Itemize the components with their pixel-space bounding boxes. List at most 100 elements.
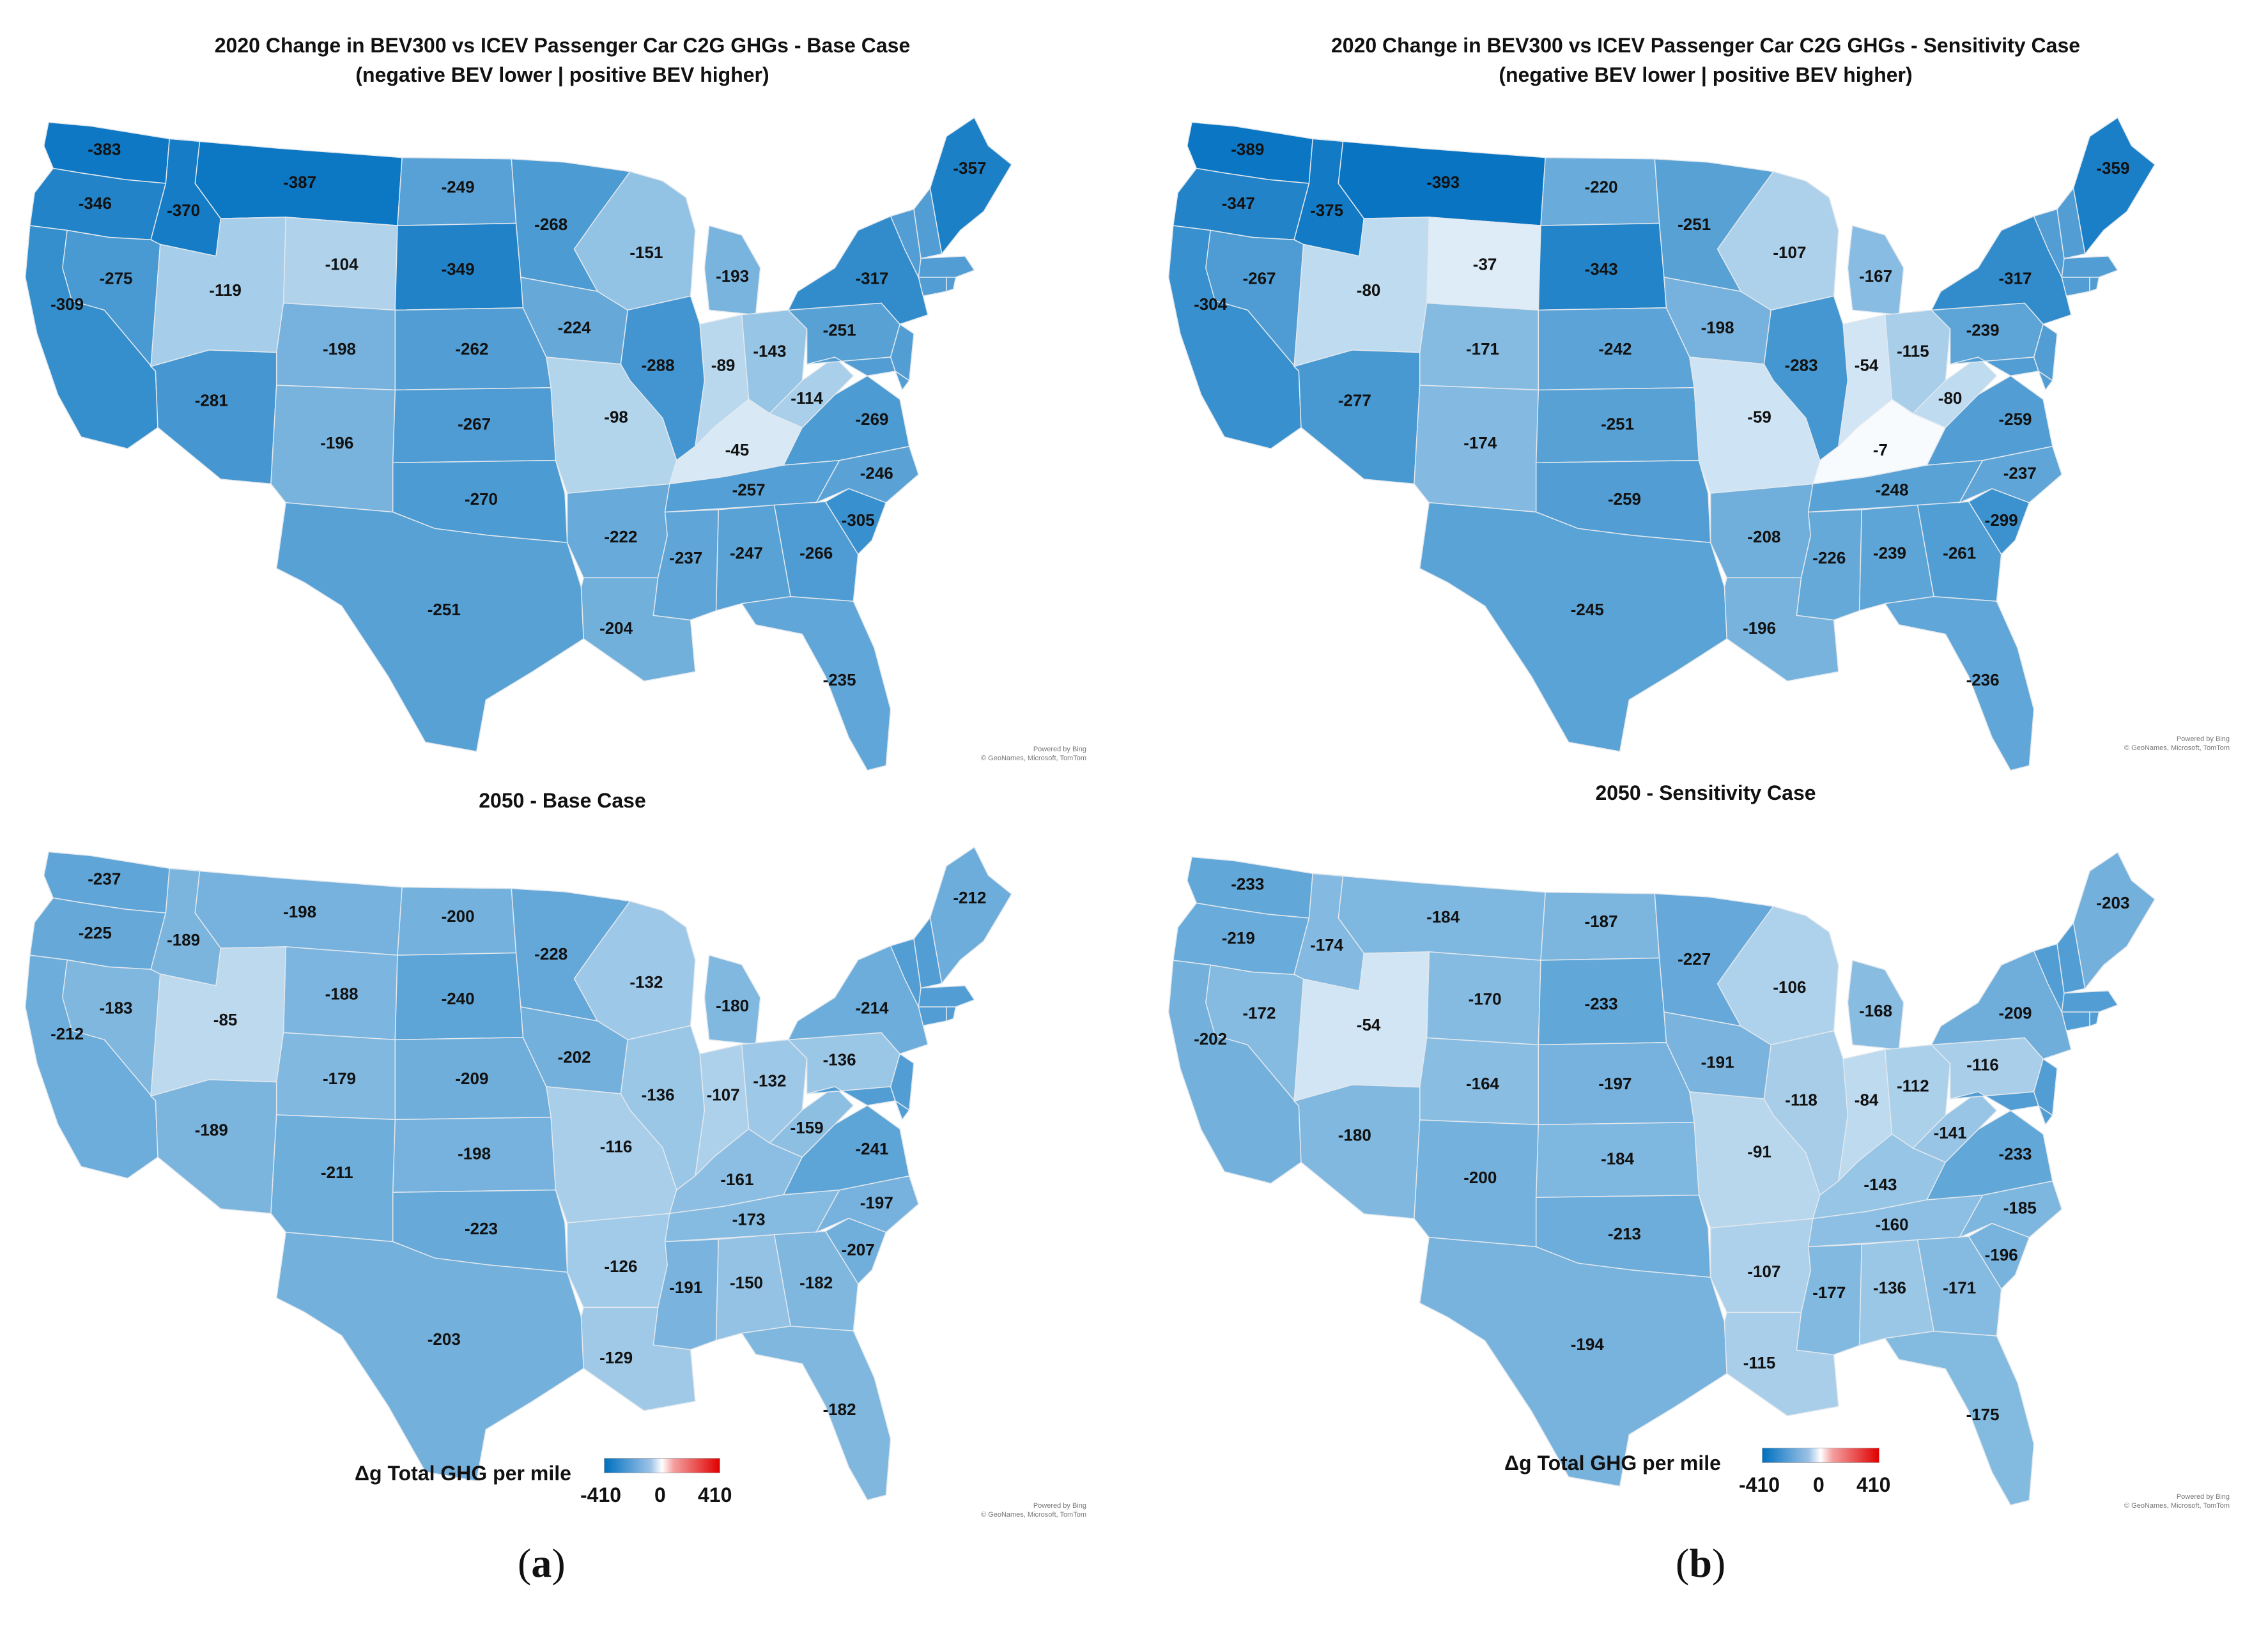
legend-mid: 0 xyxy=(654,1483,666,1506)
state-md xyxy=(1950,1091,2039,1112)
map-credit: Powered by Bing © GeoNames, Microsoft, T… xyxy=(959,1501,1086,1519)
legend-color-bar xyxy=(604,1458,720,1473)
state-tx xyxy=(275,502,584,753)
state-value-oh: -143 xyxy=(753,341,786,360)
state-value-ks: -184 xyxy=(1601,1149,1635,1168)
state-value-nm: -196 xyxy=(320,433,353,452)
state-value-tn: -160 xyxy=(1876,1215,1909,1234)
state-value-sc: -207 xyxy=(842,1240,875,1259)
state-value-tn: -257 xyxy=(732,480,766,499)
legend-label: Δg Total GHG per mile xyxy=(1504,1452,1721,1475)
state-value-al: -247 xyxy=(730,543,763,562)
credit-line-1: Powered by Bing xyxy=(2176,1493,2230,1501)
state-tx xyxy=(1419,1236,1727,1487)
state-value-tx: -203 xyxy=(428,1330,461,1349)
state-value-ia: -224 xyxy=(558,318,592,337)
state-value-co: -164 xyxy=(1466,1074,1500,1093)
state-value-in: -84 xyxy=(1855,1090,1879,1109)
state-value-wa: -383 xyxy=(88,139,121,158)
state-value-ia: -202 xyxy=(558,1048,591,1067)
state-value-az: -281 xyxy=(195,391,228,410)
panel-caption-b: (b) xyxy=(1676,1540,1725,1587)
state-value-la: -204 xyxy=(599,618,633,638)
state-vt xyxy=(890,208,922,279)
state-value-wa: -237 xyxy=(88,869,121,888)
state-value-oh: -132 xyxy=(753,1071,786,1090)
state-value-nc: -197 xyxy=(860,1193,893,1213)
state-value-oh: -115 xyxy=(1897,341,1929,360)
state-value-id: -189 xyxy=(167,930,200,949)
state-az xyxy=(150,349,277,485)
state-value-mi: -168 xyxy=(1859,1001,1892,1020)
map-panel-2050-sensitivity: 2050 - Sensitivity Case -233 -219 -202 -172… xyxy=(1143,773,2268,1540)
state-value-or: -225 xyxy=(79,923,112,942)
state-value-nd: -249 xyxy=(442,177,475,196)
caption-paren-close: ) xyxy=(552,1540,566,1586)
legend-min: -410 xyxy=(580,1483,622,1506)
state-value-az: -189 xyxy=(195,1121,228,1140)
state-value-id: -370 xyxy=(167,201,200,220)
state-value-or: -347 xyxy=(1222,194,1255,213)
state-fl xyxy=(1884,1331,2035,1506)
state-value-ok: -223 xyxy=(465,1219,498,1238)
state-value-mo: -59 xyxy=(1747,407,1771,426)
us-state-map: -233 -219 -202 -172 -174 -184 -170 -54 -164 -180 -… xyxy=(1168,851,2156,1506)
caption-paren-open: ( xyxy=(518,1540,532,1586)
state-value-ok: -259 xyxy=(1608,489,1641,509)
state-value-ms: -177 xyxy=(1812,1283,1846,1302)
state-value-il: -283 xyxy=(1785,355,1818,374)
state-wi xyxy=(573,900,696,1041)
us-state-map: -383 -346 -309 -275 -370 -387 -104 -119 -198 -281… xyxy=(24,116,1012,771)
state-value-nd: -187 xyxy=(1585,912,1618,931)
map-panel-2050-base: 2050 - Base Case -237 -225 -212 -183 -189 -19… xyxy=(0,773,1125,1540)
state-me xyxy=(2072,116,2156,256)
caption-letter: b xyxy=(1689,1540,1712,1586)
state-value-sc: -305 xyxy=(842,510,875,530)
state-value-mo: -116 xyxy=(600,1137,633,1156)
state-value-ar: -107 xyxy=(1747,1262,1780,1281)
us-state-map: -237 -225 -212 -183 -189 -198 -188 -85 -179 -189 -… xyxy=(24,846,1012,1501)
state-value-mt: -198 xyxy=(283,902,316,921)
state-value-wy: -188 xyxy=(325,984,359,1003)
state-tx xyxy=(1419,502,1727,753)
state-az xyxy=(1293,349,1421,485)
state-value-wa: -389 xyxy=(1231,139,1264,158)
state-value-ar: -126 xyxy=(604,1257,637,1276)
state-vt xyxy=(2033,208,2065,279)
state-value-nd: -220 xyxy=(1585,177,1618,196)
state-value-va: -259 xyxy=(1998,410,2032,429)
state-value-sc: -196 xyxy=(1985,1245,2018,1264)
state-de xyxy=(2037,1105,2053,1126)
state-value-id: -174 xyxy=(1310,935,1344,954)
state-value-mt: -387 xyxy=(283,172,316,192)
state-value-pa: -116 xyxy=(1966,1055,1999,1074)
state-value-nc: -185 xyxy=(2003,1199,2037,1218)
state-value-ut: -54 xyxy=(1357,1015,1381,1034)
state-value-mn: -227 xyxy=(1678,949,1711,969)
state-fl xyxy=(1884,596,2035,771)
state-value-nm: -211 xyxy=(321,1163,353,1182)
state-value-ut: -85 xyxy=(213,1010,238,1029)
state-value-ne: -209 xyxy=(455,1069,488,1088)
state-value-nm: -200 xyxy=(1463,1168,1497,1187)
state-value-nv: -172 xyxy=(1242,1004,1276,1023)
legend-color-bar xyxy=(1762,1448,1879,1463)
state-value-ms: -226 xyxy=(1812,548,1846,567)
state-value-la: -115 xyxy=(1743,1353,1776,1372)
credit-line-1: Powered by Bing xyxy=(1033,1502,1086,1510)
map-title-line1: 2050 - Sensitivity Case xyxy=(1595,781,1816,804)
state-ma xyxy=(2061,990,2118,1013)
state-value-sc: -299 xyxy=(1985,510,2018,530)
legend-max: 410 xyxy=(1856,1473,1891,1496)
caption-letter: a xyxy=(531,1540,552,1586)
map-credit: Powered by Bing © GeoNames, Microsoft, T… xyxy=(959,745,1086,763)
state-value-ks: -251 xyxy=(1601,414,1634,433)
credit-line-1: Powered by Bing xyxy=(2176,735,2230,743)
state-fl xyxy=(741,1326,891,1501)
map-panel-2020-base: 2020 Change in BEV300 vs ICEV Passenger … xyxy=(0,0,1125,779)
state-value-wi: -107 xyxy=(1773,243,1806,262)
state-value-mo: -91 xyxy=(1747,1142,1771,1161)
state-value-or: -346 xyxy=(79,194,112,213)
state-de xyxy=(2037,370,2053,391)
state-value-ny: -317 xyxy=(855,269,888,288)
